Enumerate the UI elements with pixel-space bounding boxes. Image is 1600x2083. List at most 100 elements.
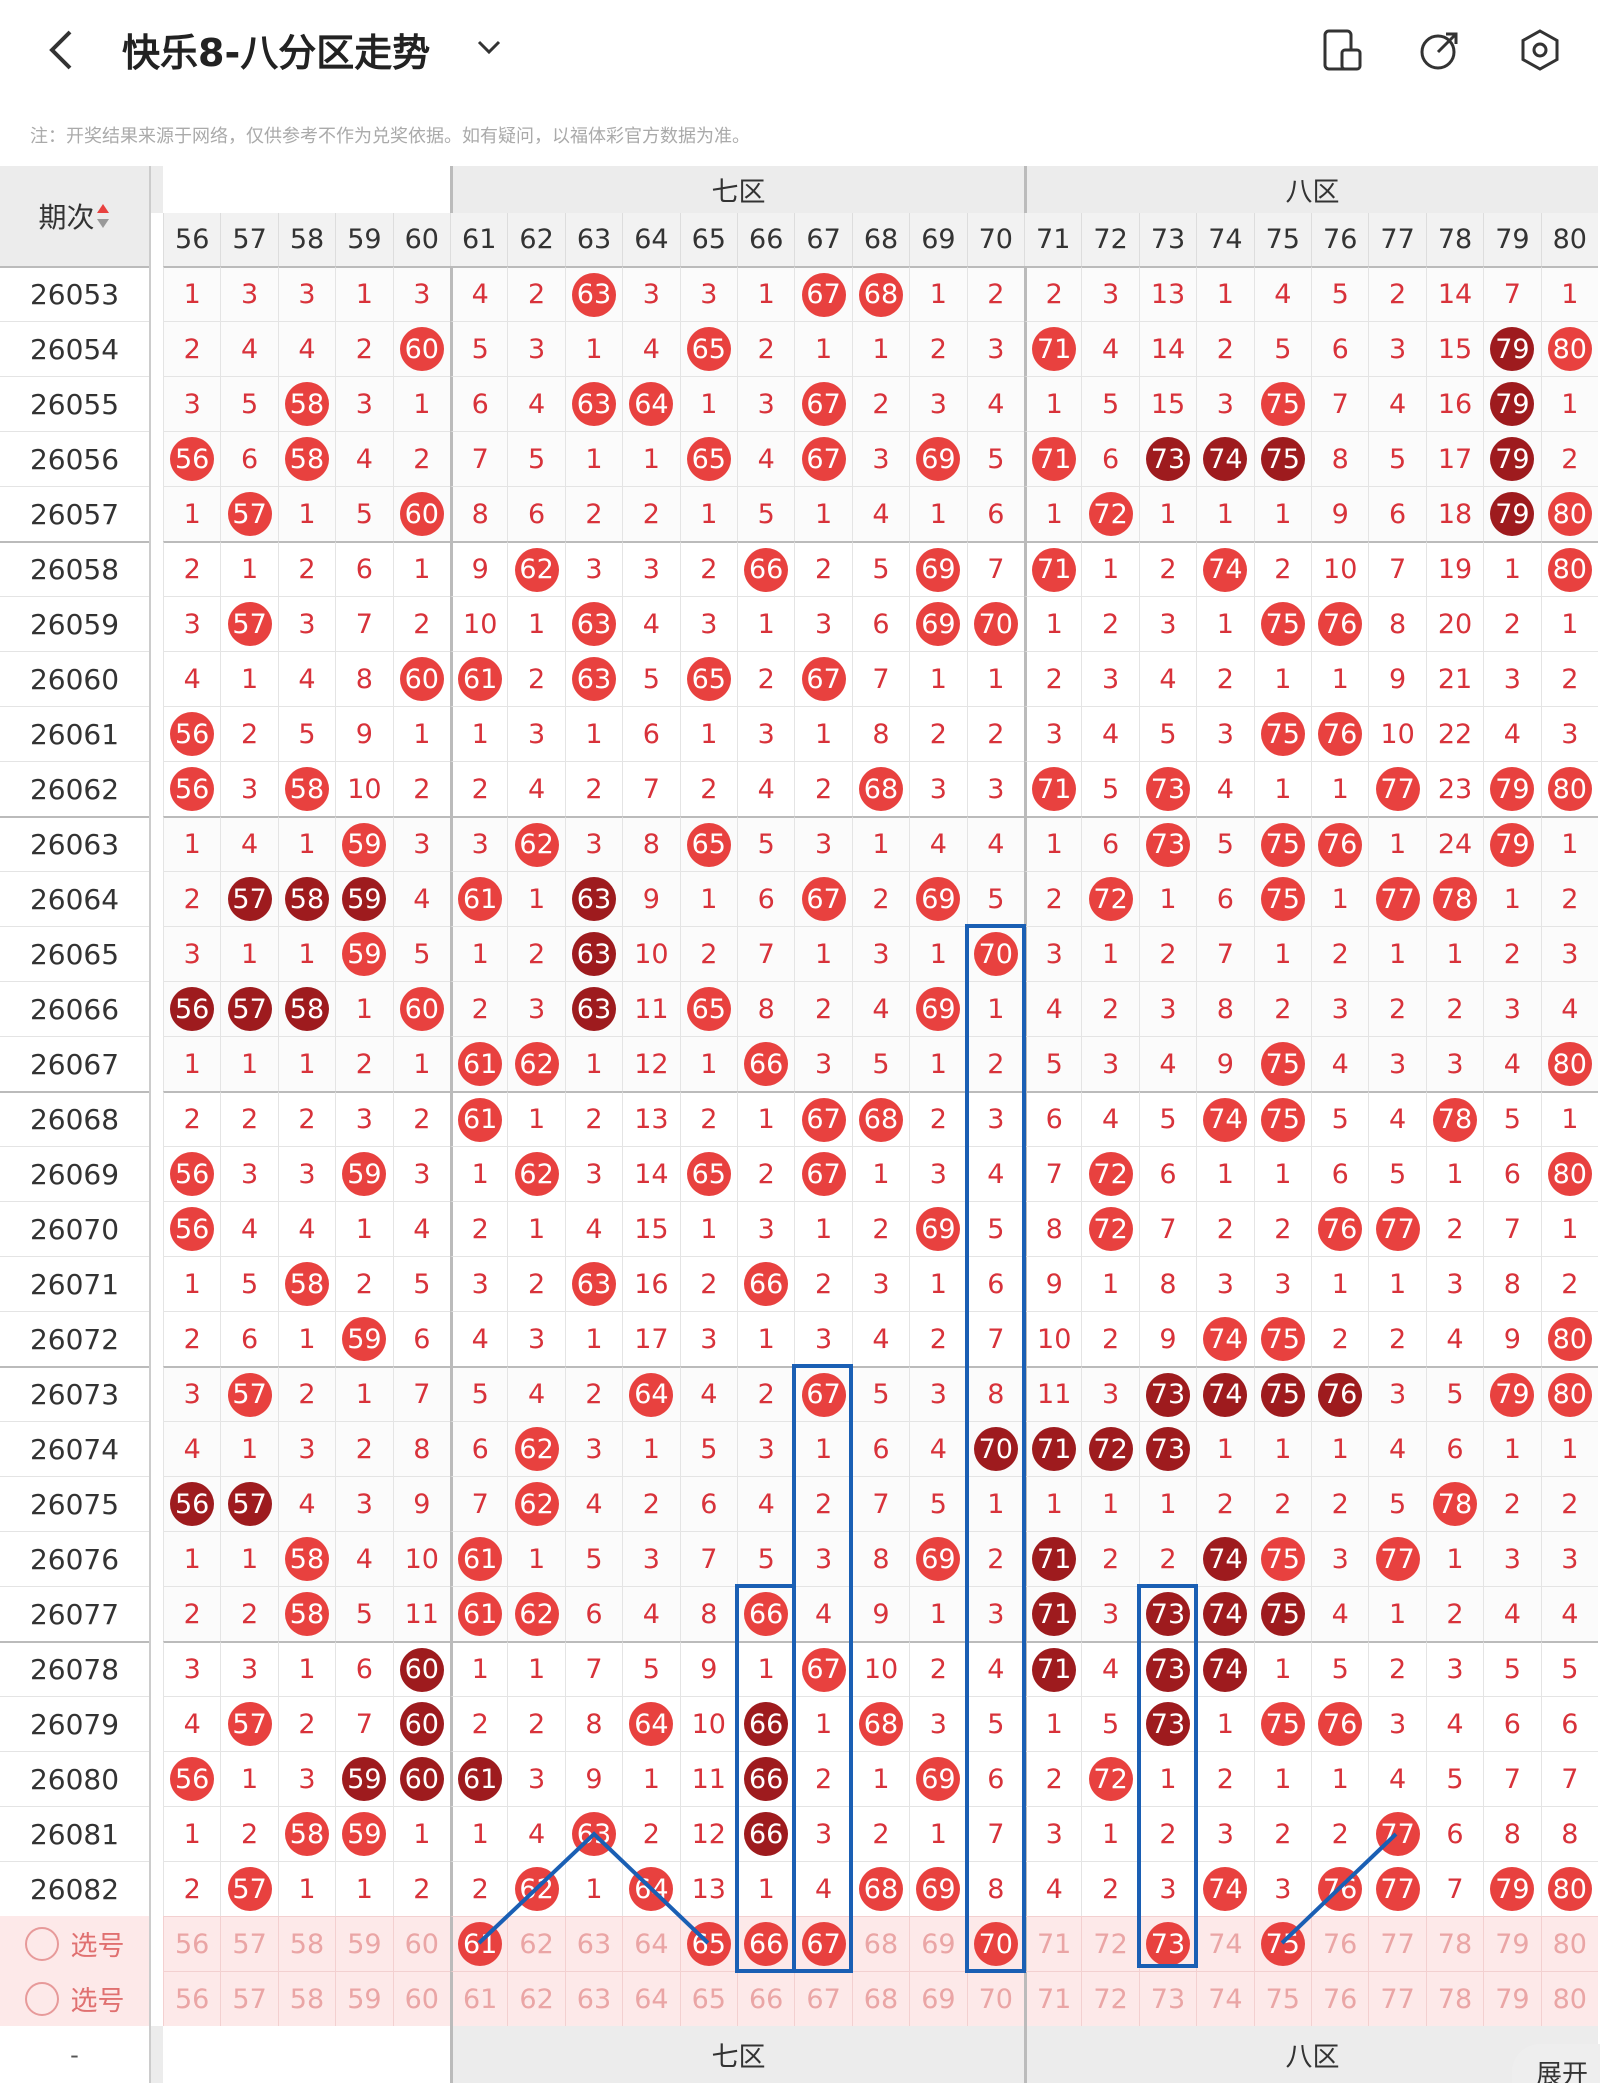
pick-cell[interactable]: 75 [1253,1916,1311,1971]
pick-radio[interactable] [24,1926,59,1961]
sort-icon[interactable] [95,201,111,231]
pick-cell[interactable]: 72 [1081,1916,1139,1971]
pick-cell[interactable]: 57 [220,1916,278,1971]
pick-cell[interactable]: 59 [335,1916,393,1971]
pick-number[interactable]: 80 [1552,1983,1587,2015]
selected-number[interactable]: 67 [801,1922,846,1966]
pick-cell[interactable]: 70 [966,1971,1024,2026]
pick-cell[interactable]: 69 [909,1916,967,1971]
pick-number[interactable]: 77 [1380,1983,1415,2015]
pick-number[interactable]: 76 [1323,1983,1358,2015]
pick-number[interactable]: 67 [806,1983,841,2015]
pick-cell[interactable]: 66 [737,1971,795,2026]
pick-number[interactable]: 60 [404,1928,439,1960]
pick-cell[interactable]: 64 [622,1916,680,1971]
pick-cell[interactable]: 66 [737,1916,795,1971]
pick-number[interactable]: 75 [1265,1983,1300,2015]
pick-label[interactable]: 选号 [0,1971,149,2026]
pick-cell[interactable]: 70 [966,1916,1024,1971]
pick-cell[interactable]: 77 [1368,1916,1426,1971]
pick-cell[interactable]: 71 [1024,1916,1082,1971]
pick-number[interactable]: 69 [921,1928,956,1960]
selected-number[interactable]: 75 [1260,1922,1305,1966]
pick-number[interactable]: 77 [1380,1928,1415,1960]
pick-cell[interactable]: 78 [1425,1971,1484,2026]
pick-number[interactable]: 59 [347,1983,382,2015]
selected-number[interactable]: 66 [744,1922,789,1966]
pick-number[interactable]: 70 [978,1983,1013,2015]
pick-number[interactable]: 57 [232,1983,267,2015]
pick-number[interactable]: 80 [1552,1928,1587,1960]
pick-cell[interactable]: 76 [1311,1916,1369,1971]
pick-cell[interactable]: 58 [277,1916,336,1971]
pick-number[interactable]: 72 [1093,1983,1128,2015]
pick-number[interactable]: 64 [634,1983,669,2015]
pick-number[interactable]: 64 [634,1928,669,1960]
pick-number[interactable]: 63 [576,1983,612,2015]
pick-number[interactable]: 73 [1150,1983,1186,2015]
pick-cell[interactable]: 56 [163,1971,221,2026]
pick-number[interactable]: 66 [749,1983,784,2015]
pick-number[interactable]: 62 [519,1983,554,2015]
pick-cell[interactable]: 65 [679,1971,737,2026]
pick-number[interactable]: 56 [175,1983,210,2015]
selected-number[interactable]: 65 [686,1922,731,1966]
pick-number[interactable]: 71 [1037,1928,1072,1960]
expand-button[interactable]: 展开 [1512,2044,1600,2083]
pick-number[interactable]: 61 [463,1983,498,2015]
pick-radio[interactable] [24,1981,59,2016]
pick-number[interactable]: 63 [576,1928,612,1960]
pick-number[interactable]: 78 [1437,1928,1473,1960]
pick-number[interactable]: 68 [863,1983,899,2015]
pick-cell[interactable]: 79 [1483,1916,1541,1971]
pick-cell[interactable]: 64 [622,1971,680,2026]
pick-cell[interactable]: 80 [1540,1971,1598,2026]
pick-cell[interactable]: 65 [679,1916,737,1971]
pick-cell[interactable]: 57 [220,1971,278,2026]
pick-cell[interactable]: 78 [1425,1916,1484,1971]
dropdown[interactable] [476,38,502,58]
pick-cell[interactable]: 76 [1311,1971,1369,2026]
back-button[interactable] [40,28,80,72]
pick-number[interactable]: 65 [691,1983,726,2015]
pick-number[interactable]: 69 [921,1983,956,2015]
pick-number[interactable]: 62 [519,1928,554,1960]
pick-number[interactable]: 58 [289,1983,325,2015]
device-icon[interactable] [1322,28,1364,72]
selected-number[interactable]: 73 [1145,1922,1190,1966]
pick-cell[interactable]: 60 [392,1916,450,1971]
pick-cell[interactable]: 63 [564,1971,623,2026]
pick-cell[interactable]: 71 [1024,1971,1082,2026]
pick-cell[interactable]: 75 [1253,1971,1311,2026]
pick-cell[interactable]: 67 [794,1916,852,1971]
settings-icon[interactable] [1518,28,1562,72]
pick-cell[interactable]: 67 [794,1971,852,2026]
pick-number[interactable]: 79 [1495,1928,1530,1960]
pick-cell[interactable]: 62 [507,1916,565,1971]
pick-number[interactable]: 78 [1437,1983,1473,2015]
share-icon[interactable] [1418,28,1462,72]
pick-cell[interactable]: 61 [450,1916,508,1971]
pick-number[interactable]: 72 [1093,1928,1128,1960]
pick-number[interactable]: 60 [404,1983,439,2015]
pick-cell[interactable]: 72 [1081,1971,1139,2026]
selected-number[interactable]: 70 [973,1922,1018,1966]
pick-number[interactable]: 59 [347,1928,382,1960]
pick-cell[interactable]: 68 [851,1916,910,1971]
pick-cell[interactable]: 56 [163,1916,221,1971]
pick-cell[interactable]: 61 [450,1971,508,2026]
pick-cell[interactable]: 62 [507,1971,565,2026]
pick-cell[interactable]: 73 [1138,1916,1197,1971]
pick-number[interactable]: 74 [1208,1983,1243,2015]
pick-cell[interactable]: 73 [1138,1971,1197,2026]
pick-number[interactable]: 56 [175,1928,210,1960]
pick-number[interactable]: 68 [863,1928,899,1960]
pick-cell[interactable]: 60 [392,1971,450,2026]
pick-number[interactable]: 71 [1037,1983,1072,2015]
selected-number[interactable]: 61 [458,1922,503,1966]
pick-cell[interactable]: 58 [277,1971,336,2026]
period-header[interactable]: 期次 [0,166,149,266]
pick-cell[interactable]: 79 [1483,1971,1541,2026]
pick-cell[interactable]: 59 [335,1971,393,2026]
pick-cell[interactable]: 69 [909,1971,967,2026]
